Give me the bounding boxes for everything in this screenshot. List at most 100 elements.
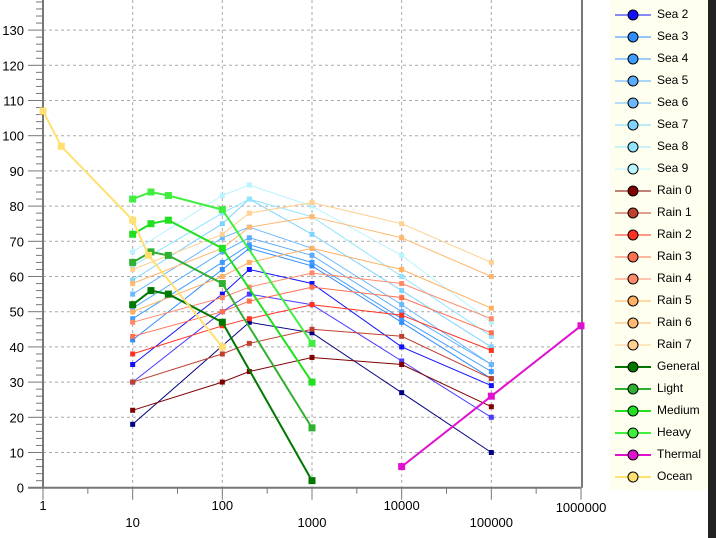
data-point bbox=[219, 379, 225, 385]
series-sea-2 bbox=[130, 266, 494, 389]
series-medium bbox=[129, 216, 316, 386]
data-point bbox=[246, 316, 252, 322]
data-point bbox=[164, 192, 172, 200]
data-point bbox=[246, 291, 252, 297]
data-point bbox=[309, 330, 315, 336]
legend-label: Rain 4 bbox=[657, 271, 692, 285]
data-point bbox=[219, 351, 225, 357]
series-line bbox=[132, 272, 492, 323]
legend-label: Sea 5 bbox=[657, 73, 689, 87]
legend-marker-icon bbox=[615, 185, 651, 197]
legend-item: Sea 8 bbox=[610, 137, 708, 157]
data-point bbox=[399, 333, 405, 339]
legend-item: Thermal bbox=[610, 445, 708, 465]
y-tick-label: 120 bbox=[2, 58, 24, 73]
data-point bbox=[488, 450, 494, 455]
data-point bbox=[130, 281, 136, 287]
data-point bbox=[399, 252, 405, 258]
legend-marker-icon bbox=[615, 361, 651, 373]
series-rain-5 bbox=[130, 245, 494, 315]
data-point bbox=[219, 259, 225, 265]
series-general bbox=[129, 287, 316, 485]
data-point bbox=[399, 281, 405, 287]
legend-marker-icon bbox=[615, 163, 651, 175]
y-tick-label: 70 bbox=[10, 234, 24, 249]
legend-label: Rain 2 bbox=[657, 227, 692, 241]
x-tick-label: 10 bbox=[125, 515, 139, 530]
y-tick-label: 60 bbox=[10, 270, 24, 285]
data-point bbox=[246, 235, 252, 241]
data-point bbox=[39, 107, 47, 115]
data-point bbox=[218, 343, 226, 351]
data-point bbox=[219, 249, 225, 255]
series-line bbox=[132, 216, 492, 284]
data-point bbox=[164, 290, 172, 298]
data-point bbox=[399, 319, 405, 325]
legend-marker-icon bbox=[615, 295, 651, 307]
data-point bbox=[488, 362, 494, 367]
data-point bbox=[309, 302, 315, 308]
legend-item: Sea 3 bbox=[610, 27, 708, 47]
data-point bbox=[399, 312, 405, 318]
data-point bbox=[130, 305, 136, 311]
data-point bbox=[488, 333, 494, 339]
data-point bbox=[129, 258, 137, 266]
data-point bbox=[309, 263, 315, 269]
legend-marker-icon bbox=[615, 119, 651, 131]
data-point bbox=[129, 216, 137, 224]
data-point bbox=[488, 347, 494, 353]
y-tick-label: 30 bbox=[10, 375, 24, 390]
series-line bbox=[132, 268, 492, 387]
y-tick-label: 130 bbox=[2, 23, 24, 38]
series-rain-3 bbox=[130, 284, 494, 339]
legend-label: Light bbox=[657, 381, 684, 395]
data-point bbox=[246, 298, 252, 304]
data-point bbox=[130, 421, 136, 427]
y-tick-label: 90 bbox=[10, 164, 24, 179]
y-tick-label: 50 bbox=[10, 305, 24, 320]
data-point bbox=[130, 316, 136, 322]
y-tick-label: 110 bbox=[3, 94, 24, 109]
legend-marker-icon bbox=[615, 141, 651, 153]
data-point bbox=[57, 142, 65, 150]
data-point bbox=[129, 301, 137, 309]
data-point bbox=[399, 295, 405, 301]
legend-label: Heavy bbox=[657, 425, 692, 439]
data-point bbox=[219, 193, 225, 199]
data-point bbox=[129, 195, 137, 203]
legend-marker-icon bbox=[615, 31, 651, 43]
data-point bbox=[308, 378, 316, 386]
legend-marker-icon bbox=[615, 405, 651, 417]
series-ocean bbox=[39, 107, 226, 351]
legend-label: Sea 2 bbox=[657, 7, 689, 21]
data-point bbox=[399, 235, 405, 241]
data-point bbox=[577, 322, 585, 330]
y-tick-label: 40 bbox=[10, 340, 24, 355]
x-tick-label: 1000 bbox=[298, 515, 327, 530]
x-tick-label: 1000000 bbox=[556, 500, 607, 515]
legend-label: Rain 3 bbox=[657, 249, 692, 263]
legend-marker-icon bbox=[615, 339, 651, 351]
series-line bbox=[132, 237, 492, 365]
data-point bbox=[309, 354, 315, 360]
data-point bbox=[130, 263, 136, 269]
legend-label: Rain 0 bbox=[657, 183, 692, 197]
y-tick-label: 100 bbox=[2, 129, 24, 144]
y-tick-label: 80 bbox=[10, 199, 24, 214]
data-point bbox=[218, 206, 226, 214]
window-border bbox=[708, 0, 716, 538]
legend-item: Rain 3 bbox=[610, 247, 708, 267]
legend-marker-icon bbox=[615, 9, 651, 21]
legend-item: Sea 2 bbox=[610, 5, 708, 25]
data-point bbox=[488, 344, 494, 350]
legend-label: Rain 7 bbox=[657, 337, 692, 351]
legend: Sea 2 Sea 3 Sea 4 Sea 5 Sea 6 Sea 7 Sea 8 Sea 9… bbox=[610, 0, 709, 490]
y-tick-label: 0 bbox=[17, 481, 24, 496]
data-point bbox=[399, 316, 405, 322]
data-point bbox=[147, 220, 155, 228]
data-point bbox=[309, 284, 315, 290]
legend-label: General bbox=[657, 359, 700, 373]
data-point bbox=[130, 333, 136, 339]
data-point bbox=[309, 281, 315, 287]
